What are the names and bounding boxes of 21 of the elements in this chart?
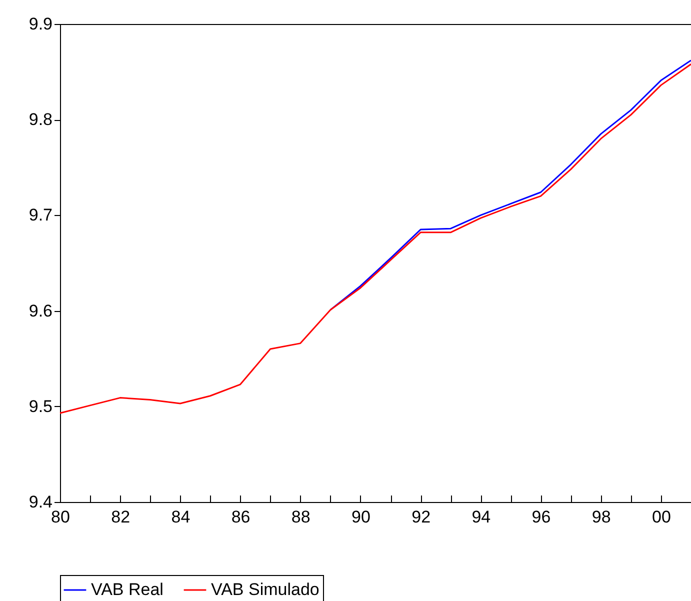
x-tick-label: 94 bbox=[472, 508, 491, 526]
y-tick-label: 9.5 bbox=[28, 396, 52, 416]
legend-label: VAB Simulado bbox=[211, 580, 320, 599]
x-tick-label: 88 bbox=[291, 508, 310, 526]
y-tick-label: 9.6 bbox=[28, 301, 52, 320]
x-tick-label: 98 bbox=[592, 508, 611, 526]
x-tick-label: 84 bbox=[171, 508, 190, 526]
x-tick-label: 86 bbox=[231, 508, 250, 526]
line-series bbox=[59, 63, 691, 414]
line-series bbox=[330, 60, 691, 311]
y-tick-label: 9.4 bbox=[28, 492, 52, 512]
y-tick-label: 9.9 bbox=[28, 14, 52, 34]
y-tick-label: 9.7 bbox=[28, 206, 52, 225]
x-tick-label: 96 bbox=[532, 508, 551, 526]
x-tick-label: 00 bbox=[652, 508, 671, 526]
x-tick-label: 82 bbox=[111, 508, 130, 526]
x-tick-label: 80 bbox=[51, 508, 70, 526]
x-tick-label: 92 bbox=[412, 508, 431, 526]
y-tick-label: 9.8 bbox=[28, 110, 52, 130]
legend-label: VAB Real bbox=[91, 580, 164, 599]
x-tick-label: 90 bbox=[352, 508, 370, 526]
